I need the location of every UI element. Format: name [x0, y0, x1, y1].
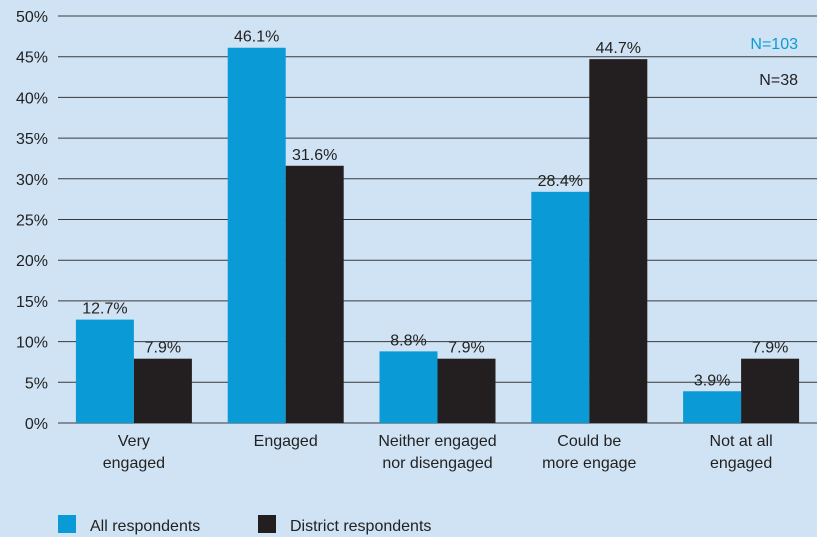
legend: All respondents District respondents: [58, 515, 431, 535]
data-label: 44.7%: [596, 40, 641, 57]
x-tick-label-line: Engaged: [254, 433, 318, 450]
bar: [683, 391, 742, 423]
legend-swatch: [58, 515, 76, 533]
x-tick-label-line: Could be: [557, 433, 621, 450]
legend-label: All respondents: [90, 518, 200, 535]
bar: [75, 319, 134, 423]
annotations: N=103 N=38: [750, 36, 798, 89]
y-axis: 0% 5% 10% 15% 20% 25% 30% 35% 40% 45% 50%: [16, 9, 48, 433]
y-tick-label: 15%: [16, 294, 48, 311]
y-tick-label: 35%: [16, 131, 48, 148]
y-tick-label: 25%: [16, 213, 48, 230]
data-label: 7.9%: [752, 340, 788, 357]
legend-swatch: [258, 515, 276, 533]
bar: [133, 358, 192, 423]
x-tick-label: Not at all engaged: [710, 433, 773, 472]
bar: [589, 59, 648, 423]
x-tick-label: Very engaged: [103, 433, 165, 472]
y-tick-label: 0%: [25, 416, 48, 433]
data-label: 46.1%: [234, 29, 279, 46]
data-label: 12.7%: [82, 301, 127, 318]
x-tick-label: Engaged: [254, 433, 318, 450]
x-axis: Very engaged Engaged Neither engaged nor dis…: [103, 433, 773, 472]
sample-size-label: N=38: [759, 72, 798, 89]
bars: [75, 47, 800, 423]
y-tick-label: 50%: [16, 9, 48, 26]
bar: [379, 351, 438, 423]
data-label: 7.9%: [448, 340, 484, 357]
data-label: 8.8%: [390, 332, 426, 349]
y-tick-label: 30%: [16, 172, 48, 189]
y-tick-label: 5%: [25, 375, 48, 392]
x-tick-label-line: Not at all: [710, 433, 773, 450]
data-label: 28.4%: [538, 173, 583, 190]
data-label: 3.9%: [694, 372, 730, 389]
x-tick-label: Could be more engage: [542, 433, 636, 472]
x-tick-label-line: engaged: [710, 455, 772, 472]
legend-label: District respondents: [290, 518, 431, 535]
x-tick-label-line: Neither engaged: [378, 433, 496, 450]
y-tick-label: 20%: [16, 253, 48, 270]
y-tick-label: 40%: [16, 90, 48, 107]
bar: [285, 165, 344, 423]
bar: [741, 358, 800, 423]
bar: [227, 47, 286, 423]
y-tick-label: 10%: [16, 335, 48, 352]
sample-size-label: N=103: [750, 36, 798, 53]
data-label: 7.9%: [145, 340, 181, 357]
x-tick-label-line: Very: [118, 433, 150, 450]
y-tick-label: 45%: [16, 50, 48, 67]
bar: [437, 358, 496, 423]
data-label: 31.6%: [292, 147, 337, 164]
x-tick-label-line: nor disengaged: [382, 455, 492, 472]
bar: [531, 191, 590, 423]
x-tick-label-line: engaged: [103, 455, 165, 472]
data-labels: 12.7% 7.9% 46.1% 31.6% 8.8% 7.9% 28.4% 44.7% 3.9…: [82, 29, 788, 390]
x-tick-label: Neither engaged nor disengaged: [378, 433, 496, 472]
x-tick-label-line: more engage: [542, 455, 636, 472]
